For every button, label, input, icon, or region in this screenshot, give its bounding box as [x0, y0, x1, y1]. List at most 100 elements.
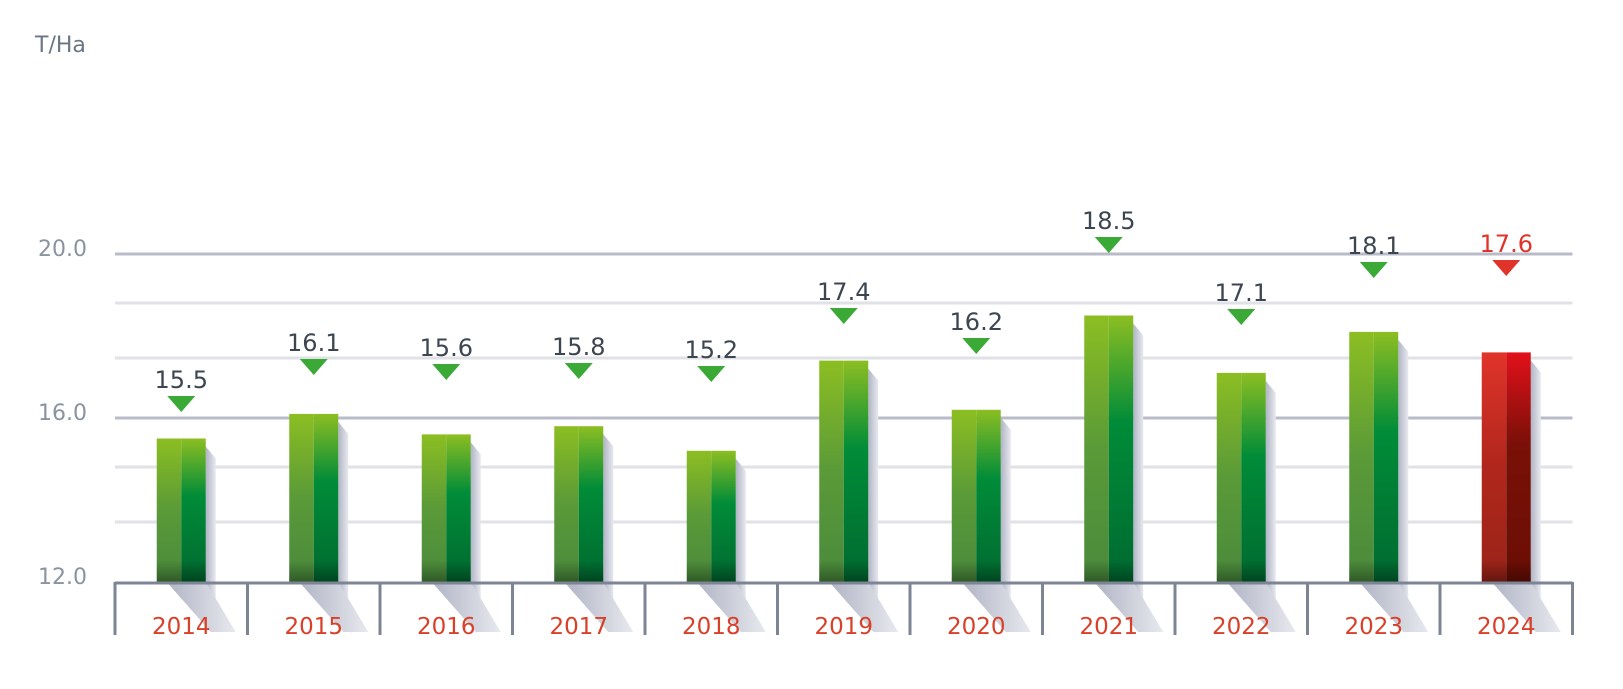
bar-2015: 16.1 [287, 329, 369, 632]
x-tick-label: 2021 [1079, 614, 1138, 640]
value-label: 16.1 [287, 329, 340, 357]
x-tick-label: 2024 [1477, 614, 1536, 640]
down-triangle-icon [697, 366, 726, 382]
bar-right-face [313, 413, 339, 582]
bar-left-face [951, 409, 977, 582]
value-label: 17.4 [817, 278, 870, 306]
value-label: 18.1 [1347, 232, 1400, 260]
floor-shadow [696, 582, 766, 632]
bar-2024: 17.6 [1480, 230, 1561, 632]
bar-left-face [1349, 331, 1374, 582]
bar-shadow [868, 368, 879, 612]
down-triangle-icon [167, 396, 196, 412]
floor-shadow [1094, 582, 1164, 632]
bar-base-shade [819, 560, 869, 582]
bar-shadow [603, 434, 614, 612]
down-triangle-icon [1492, 260, 1521, 276]
value-label: 15.2 [685, 336, 738, 364]
value-label: 15.5 [155, 366, 208, 394]
bar-shadow [338, 421, 349, 612]
bar-base-shade [1216, 560, 1266, 582]
bar-2021: 18.5 [1082, 207, 1164, 632]
bar-shadow [470, 442, 481, 612]
bar-2018: 15.2 [685, 336, 766, 632]
floor-shadow [1491, 582, 1561, 632]
down-triangle-icon [1094, 237, 1123, 253]
x-tick-label: 2020 [947, 614, 1006, 640]
bar-left-face [289, 413, 314, 582]
x-tick-label: 2014 [152, 614, 211, 640]
x-tick-label: 2023 [1344, 614, 1403, 640]
down-triangle-icon [1359, 262, 1388, 278]
value-label: 17.1 [1215, 279, 1268, 307]
bar-shadow [1265, 380, 1276, 612]
bar-left-face [1481, 352, 1507, 582]
bar-base-shade [951, 560, 1001, 582]
bar-base-shade [1349, 560, 1399, 582]
bar-left-face [1084, 315, 1109, 582]
floor-shadow [431, 582, 501, 632]
bar-2017: 15.8 [552, 333, 634, 632]
bar-shadow [1530, 360, 1541, 612]
x-tick-label: 2017 [549, 614, 608, 640]
bar-right-face [1373, 331, 1399, 582]
value-label: 18.5 [1082, 207, 1135, 235]
bar-base-shade [554, 560, 604, 582]
bar-2020: 16.2 [950, 308, 1031, 632]
bar-shadow [1398, 339, 1409, 612]
bar-2023: 18.1 [1347, 232, 1429, 632]
value-label: 17.6 [1480, 230, 1533, 258]
bar-2016: 15.6 [420, 334, 501, 632]
bar-shadow [205, 446, 216, 612]
bar-right-face [843, 360, 869, 582]
bar-2014: 15.5 [155, 366, 236, 632]
bar-shadow [735, 458, 746, 612]
bar-right-face [181, 438, 206, 582]
bar-base-shade [156, 560, 206, 582]
x-tick-label: 2018 [682, 614, 741, 640]
y-tick-label: 12.0 [38, 565, 87, 590]
bar-right-face [1108, 315, 1134, 582]
bar-left-face [554, 426, 579, 582]
unit-label: T/Ha [34, 33, 86, 58]
x-tick-label: 2015 [284, 614, 343, 640]
floor-shadow [1359, 582, 1429, 632]
bar-left-face [819, 360, 844, 582]
bar-base-shade [1481, 560, 1531, 582]
value-label: 15.8 [552, 333, 605, 361]
x-tick-label: 2022 [1212, 614, 1271, 640]
bar-right-face [1241, 372, 1266, 582]
bar-right-face [578, 426, 604, 582]
bar-right-face [1506, 352, 1531, 582]
bar-base-shade [686, 560, 736, 582]
down-triangle-icon [564, 363, 593, 379]
floor-shadow [299, 582, 369, 632]
bar-base-shade [289, 560, 339, 582]
bar-right-face [446, 434, 471, 582]
value-label: 16.2 [950, 308, 1003, 336]
down-triangle-icon [962, 338, 991, 354]
floor-shadow [564, 582, 634, 632]
bar-right-face [976, 409, 1001, 582]
down-triangle-icon [299, 359, 328, 375]
bar-2019: 17.4 [817, 278, 899, 632]
bar-base-shade [421, 560, 471, 582]
y-tick-label: 20.0 [38, 237, 87, 262]
bar-2022: 17.1 [1215, 279, 1296, 632]
bar-base-shade [1084, 560, 1134, 582]
floor-shadow [166, 582, 236, 632]
x-tick-label: 2016 [417, 614, 476, 640]
x-tick-label: 2019 [814, 614, 873, 640]
value-label: 15.6 [420, 334, 473, 362]
y-tick-label: 16.0 [38, 401, 87, 426]
down-triangle-icon [1227, 309, 1256, 325]
floor-shadow [829, 582, 899, 632]
bar-left-face [1216, 372, 1242, 582]
bar-shadow [1000, 417, 1011, 612]
floor-shadow [1226, 582, 1296, 632]
floor-shadow [961, 582, 1031, 632]
bar-left-face [156, 438, 182, 582]
down-triangle-icon [432, 364, 461, 380]
bar-left-face [421, 434, 447, 582]
